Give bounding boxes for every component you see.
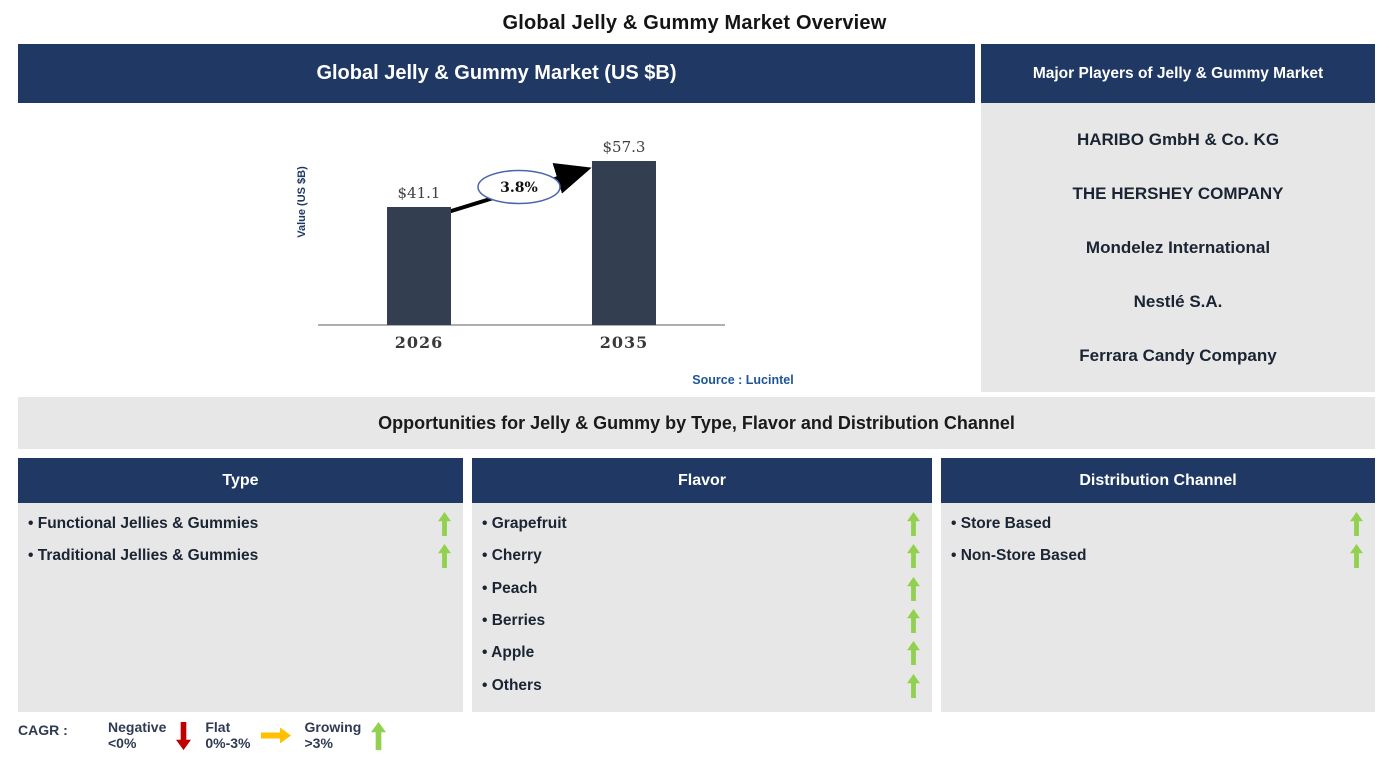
- list-item: Functional Jellies & Gummies: [18, 508, 463, 540]
- legend-range: 0%-3%: [205, 735, 251, 751]
- bar-value-label: $41.1: [397, 184, 441, 202]
- page-title: Global Jelly & Gummy Market Overview: [502, 12, 887, 34]
- item-label: Apple: [482, 644, 907, 662]
- list-item: Peach: [472, 573, 932, 605]
- source-note: Source : Lucintel: [692, 373, 794, 387]
- cagr-value: 3.8%: [500, 180, 538, 196]
- list-item: Berries: [472, 605, 932, 637]
- bar-2026: $41.1: [387, 184, 451, 325]
- item-label: Traditional Jellies & Gummies: [28, 547, 438, 565]
- type-header-label: Type: [222, 471, 259, 489]
- item-label: Peach: [482, 580, 907, 598]
- legend-range: >3%: [304, 735, 333, 751]
- list-item: Traditional Jellies & Gummies: [18, 540, 463, 572]
- flavor-column-header: Flavor: [472, 458, 932, 503]
- legend-entry-flat: Flat 0%-3%: [205, 719, 304, 751]
- major-players-list: HARIBO GmbH & Co. KG THE HERSHEY COMPANY…: [981, 103, 1375, 392]
- cagr-ellipse: [477, 169, 561, 205]
- distribution-column-header: Distribution Channel: [941, 458, 1375, 503]
- right-arrow-icon: [260, 727, 291, 744]
- bar-rect-2026: [387, 207, 451, 325]
- list-item: Apple: [472, 637, 932, 669]
- up-arrow-icon: [438, 544, 451, 569]
- market-chart-header-label: Global Jelly & Gummy Market (US $B): [316, 62, 677, 84]
- opportunities-title: Opportunities for Jelly & Gummy by Type,…: [378, 412, 1015, 433]
- item-label: Berries: [482, 612, 907, 630]
- up-arrow-icon: [907, 576, 920, 601]
- company-name: Mondelez International: [1085, 238, 1271, 257]
- type-column-body: Functional Jellies & Gummies Traditional…: [18, 503, 463, 712]
- up-arrow-icon: [371, 721, 387, 751]
- market-bar-chart: 3.8% Value (US $B) $41.1 $57.3 2026 2035…: [18, 103, 975, 392]
- company-name: THE HERSHEY COMPANY: [1072, 184, 1284, 203]
- up-arrow-icon: [907, 544, 920, 569]
- item-label: Non-Store Based: [951, 547, 1350, 565]
- flavor-header-label: Flavor: [677, 471, 726, 489]
- major-players-header: Major Players of Jelly & Gummy Market: [981, 44, 1375, 103]
- up-arrow-icon: [438, 512, 451, 537]
- list-item: Store Based: [941, 508, 1375, 540]
- cagr-legend-label: CAGR :: [18, 722, 68, 738]
- legend-entry-negative: Negative <0%: [108, 719, 205, 751]
- company-name: HARIBO GmbH & Co. KG: [1076, 130, 1280, 149]
- distribution-header-label: Distribution Channel: [1079, 471, 1237, 489]
- flavor-column: Flavor Grapefruit Cherry Peach Berries A…: [472, 458, 932, 712]
- item-label: Cherry: [482, 547, 907, 565]
- bar-rect-2035: [592, 161, 656, 325]
- bar-2035: $57.3: [592, 138, 656, 325]
- item-label: Others: [482, 677, 907, 695]
- market-chart-header: Global Jelly & Gummy Market (US $B): [18, 44, 975, 103]
- legend-text: Flat 0%-3%: [205, 719, 250, 751]
- item-label: Functional Jellies & Gummies: [28, 515, 438, 533]
- item-label: Grapefruit: [482, 515, 907, 533]
- company-name: Ferrara Candy Company: [1079, 346, 1277, 365]
- legend-name: Negative: [108, 719, 167, 735]
- list-item: Others: [472, 669, 932, 701]
- legend-text: Negative <0%: [108, 719, 166, 751]
- legend-entry-growing: Growing >3%: [305, 719, 401, 751]
- major-players-header-label: Major Players of Jelly & Gummy Market: [1032, 64, 1324, 82]
- legend-name: Growing: [304, 719, 362, 735]
- chart-canvas: 3.8%: [318, 162, 725, 326]
- x-tick-2026: 2026: [394, 333, 444, 352]
- item-label: Store Based: [951, 515, 1350, 533]
- legend-text: Growing >3%: [305, 719, 362, 751]
- company-name: Nestlé S.A.: [1133, 292, 1223, 311]
- y-axis-label: Value (US $B): [296, 166, 308, 238]
- opportunities-title-band: Opportunities for Jelly & Gummy by Type,…: [18, 397, 1375, 449]
- up-arrow-icon: [907, 609, 920, 634]
- cagr-legend: CAGR : Negative <0% Flat 0%-3% Growing >…: [18, 719, 400, 751]
- legend-name: Flat: [205, 719, 231, 735]
- up-arrow-icon: [907, 641, 920, 666]
- flavor-column-body: Grapefruit Cherry Peach Berries Apple Ot…: [472, 503, 932, 712]
- up-arrow-icon: [1350, 512, 1363, 537]
- distribution-column: Distribution Channel Store Based Non-Sto…: [941, 458, 1375, 712]
- bar-value-label: $57.3: [602, 138, 646, 156]
- up-arrow-icon: [907, 673, 920, 698]
- legend-range: <0%: [108, 735, 137, 751]
- up-arrow-icon: [1350, 544, 1363, 569]
- type-column-header: Type: [18, 458, 463, 503]
- list-item: Cherry: [472, 540, 932, 572]
- x-tick-2035: 2035: [599, 333, 649, 352]
- list-item: Grapefruit: [472, 508, 932, 540]
- list-item: Non-Store Based: [941, 540, 1375, 572]
- down-arrow-icon: [176, 721, 192, 751]
- distribution-column-body: Store Based Non-Store Based: [941, 503, 1375, 712]
- type-column: Type Functional Jellies & Gummies Tradit…: [18, 458, 463, 712]
- up-arrow-icon: [907, 512, 920, 537]
